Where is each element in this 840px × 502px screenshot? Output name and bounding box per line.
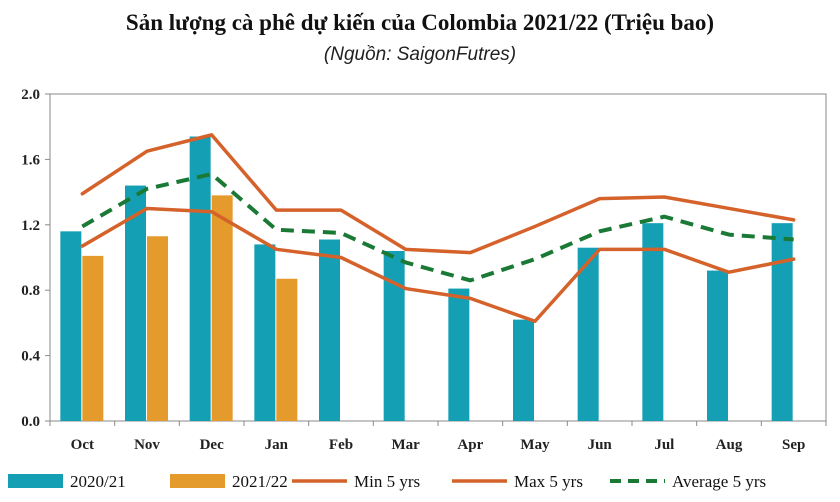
x-tick-label: Sep: [782, 437, 805, 453]
x-tick-label: Dec: [200, 437, 224, 453]
bar-202021: [771, 223, 793, 421]
bar-202122: [276, 278, 298, 421]
bar-202122: [147, 236, 168, 421]
bar-202021: [513, 319, 534, 421]
legend-swatch: [8, 474, 63, 488]
x-tick-label: Feb: [329, 437, 353, 453]
bar-202122: [211, 195, 233, 421]
chart-subtitle: (Nguồn: SaigonFutres): [323, 44, 517, 65]
x-tick-label: Mar: [392, 437, 421, 453]
chart-title: Sản lượng cà phê dự kiến của Colombia 20…: [125, 10, 715, 35]
legend-label: 2021/22: [232, 472, 288, 491]
bar-202122: [82, 255, 104, 421]
x-tick-label: Oct: [71, 437, 94, 453]
y-tick-label: 1.6: [21, 152, 40, 168]
y-tick-label: 1.2: [21, 218, 40, 234]
bar-202021: [448, 288, 470, 421]
line-min-5-yrs: [80, 206, 796, 324]
legend-label: Max 5 yrs: [514, 472, 583, 491]
legend-swatch: [170, 474, 225, 488]
bar-202021: [707, 270, 728, 421]
bar-202021: [60, 231, 82, 421]
y-tick-label: 0.0: [21, 414, 40, 430]
x-tick-label: Jan: [265, 437, 289, 453]
x-tick-label: May: [520, 437, 550, 453]
x-tick-label: Jul: [654, 437, 674, 453]
bar-202021: [383, 250, 405, 421]
x-tick-label: Apr: [457, 437, 483, 453]
bar-202021: [577, 247, 599, 421]
y-tick-label: 0.8: [21, 283, 40, 299]
x-tick-label: Nov: [134, 437, 160, 453]
legend-label: 2020/21: [70, 472, 126, 491]
bar-202021: [125, 185, 146, 421]
x-tick-label: Aug: [716, 437, 743, 453]
line-max-5-yrs: [80, 133, 796, 255]
x-tick-label: Jun: [588, 437, 613, 453]
bar-202021: [189, 136, 211, 421]
y-tick-label: 0.4: [21, 349, 40, 365]
legend-label: Min 5 yrs: [354, 472, 420, 491]
legend-label: Average 5 yrs: [672, 472, 766, 491]
bar-202021: [642, 223, 664, 421]
line-average-5-yrs: [81, 172, 794, 283]
bar-202021: [254, 244, 276, 421]
y-tick-label: 2.0: [21, 87, 40, 103]
bar-202021: [319, 239, 340, 421]
